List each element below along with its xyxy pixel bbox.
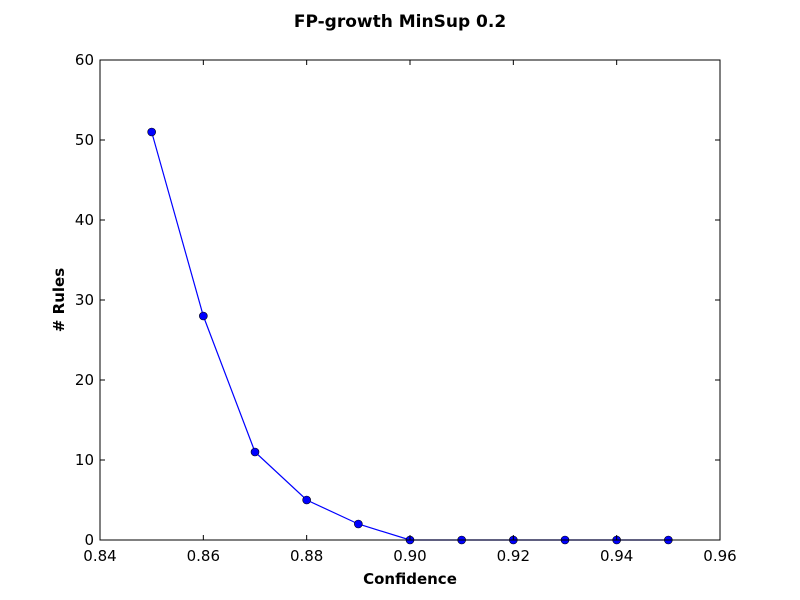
plot-area (147, 127, 673, 545)
y-tick-label: 30 (75, 291, 94, 309)
x-tick-label: 0.90 (393, 547, 426, 565)
data-point (250, 447, 260, 457)
x-tick-label: 0.84 (83, 547, 116, 565)
y-tick-label: 20 (75, 371, 94, 389)
data-point (147, 127, 156, 137)
y-axis-label: # Rules (50, 268, 68, 332)
y-tick-label: 10 (75, 451, 94, 469)
x-tick-label: 0.96 (703, 547, 736, 565)
series-line (151, 131, 669, 541)
x-tick-label: 0.94 (600, 547, 633, 565)
x-axis-label: Confidence (363, 570, 457, 588)
data-point (354, 519, 363, 529)
x-axis: 0.84 0.86 0.88 0.90 0.92 0.94 0.96 (83, 60, 737, 565)
y-tick-label: 50 (75, 131, 94, 149)
x-tick-label: 0.92 (497, 547, 530, 565)
y-axis: 0 10 20 30 40 50 60 (75, 51, 720, 549)
data-point (302, 495, 311, 505)
y-tick-label: 60 (75, 51, 94, 69)
y-tick-label: 0 (84, 531, 94, 549)
plot-frame (99, 59, 721, 541)
y-tick-label: 40 (75, 211, 94, 229)
x-tick-label: 0.88 (290, 547, 323, 565)
x-tick-label: 0.86 (187, 547, 220, 565)
data-point (199, 311, 208, 321)
chart-title: FP-growth MinSup 0.2 (294, 12, 506, 32)
